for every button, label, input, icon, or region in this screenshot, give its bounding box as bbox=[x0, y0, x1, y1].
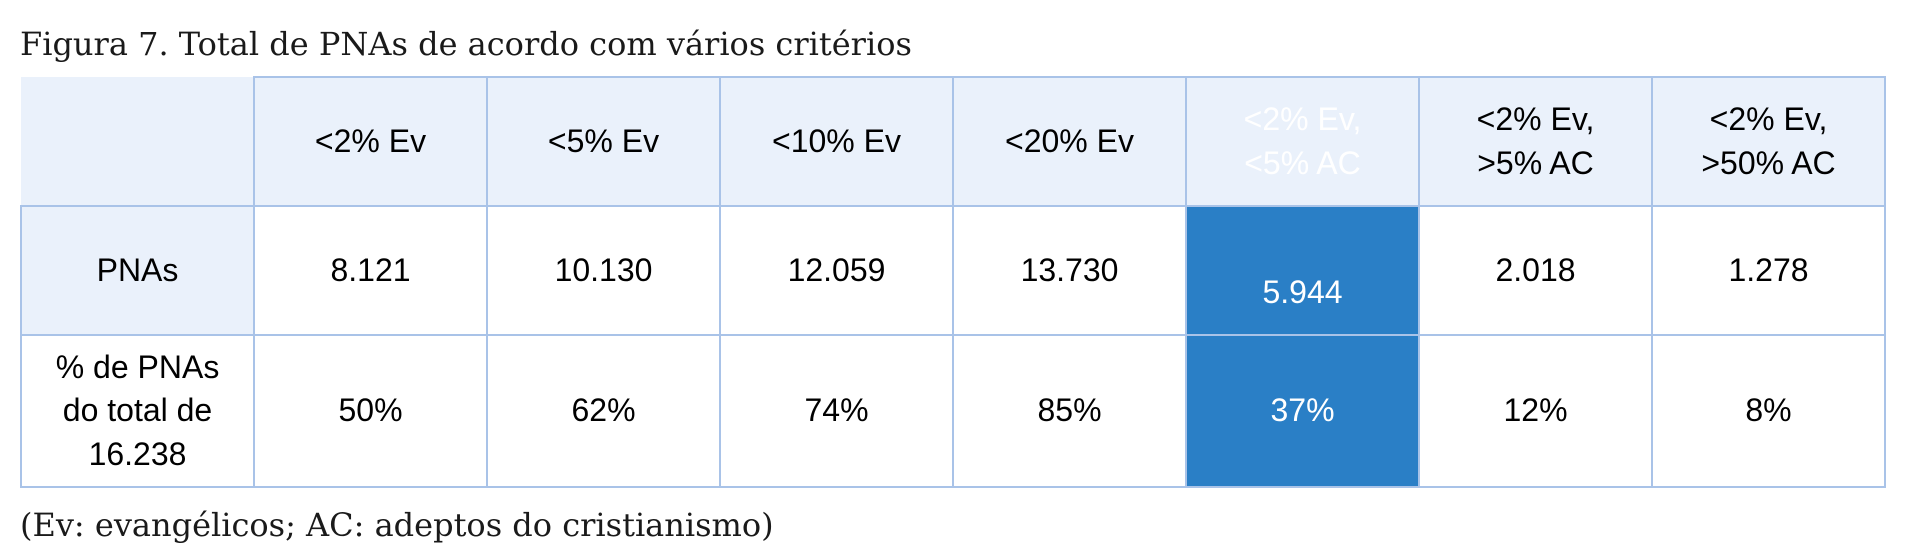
table-cell: 12.059 bbox=[719, 205, 954, 336]
table-cell: 8% bbox=[1651, 334, 1886, 488]
figure-caption: Figura 7. Total de PNAs de acordo com vá… bbox=[20, 25, 912, 63]
table-cell: 10.130 bbox=[486, 205, 721, 336]
table-cell-highlighted: 37% bbox=[1185, 334, 1420, 488]
abbreviation-note: (Ev: evangélicos; AC: adeptos do cristia… bbox=[20, 506, 774, 544]
table-cell: 50% bbox=[253, 334, 488, 488]
column-header: <2% Ev bbox=[253, 76, 488, 207]
column-header: <2% Ev, >50% AC bbox=[1651, 76, 1886, 207]
table-row: PNAs 8.121 10.130 12.059 13.730 5.944 2.… bbox=[20, 205, 1886, 336]
row-header: % de PNAs do total de 16.238 bbox=[20, 334, 255, 488]
table-cell: 62% bbox=[486, 334, 721, 488]
row-header: PNAs bbox=[20, 205, 255, 336]
table-corner-cell bbox=[21, 77, 255, 207]
table-cell: 1.278 bbox=[1651, 205, 1886, 336]
pna-criteria-table: <2% Ev <5% Ev <10% Ev <20% Ev <2% Ev, <5… bbox=[20, 76, 1886, 488]
table-cell: 74% bbox=[719, 334, 954, 488]
table-cell: 85% bbox=[952, 334, 1187, 488]
table-cell: 12% bbox=[1418, 334, 1653, 488]
table-cell: 2.018 bbox=[1418, 205, 1653, 336]
column-header: <2% Ev, >5% AC bbox=[1418, 76, 1653, 207]
table-row: % de PNAs do total de 16.238 50% 62% 74%… bbox=[20, 334, 1886, 488]
table-cell-highlighted: 5.944 bbox=[1185, 205, 1420, 336]
table-header-row: <2% Ev <5% Ev <10% Ev <20% Ev <2% Ev, <5… bbox=[21, 76, 1886, 207]
column-header: <5% Ev bbox=[486, 76, 721, 207]
column-header-highlighted: <2% Ev, <5% AC bbox=[1185, 76, 1420, 207]
column-header: <20% Ev bbox=[952, 76, 1187, 207]
table-cell: 8.121 bbox=[253, 205, 488, 336]
column-header: <10% Ev bbox=[719, 76, 954, 207]
table-cell: 13.730 bbox=[952, 205, 1187, 336]
